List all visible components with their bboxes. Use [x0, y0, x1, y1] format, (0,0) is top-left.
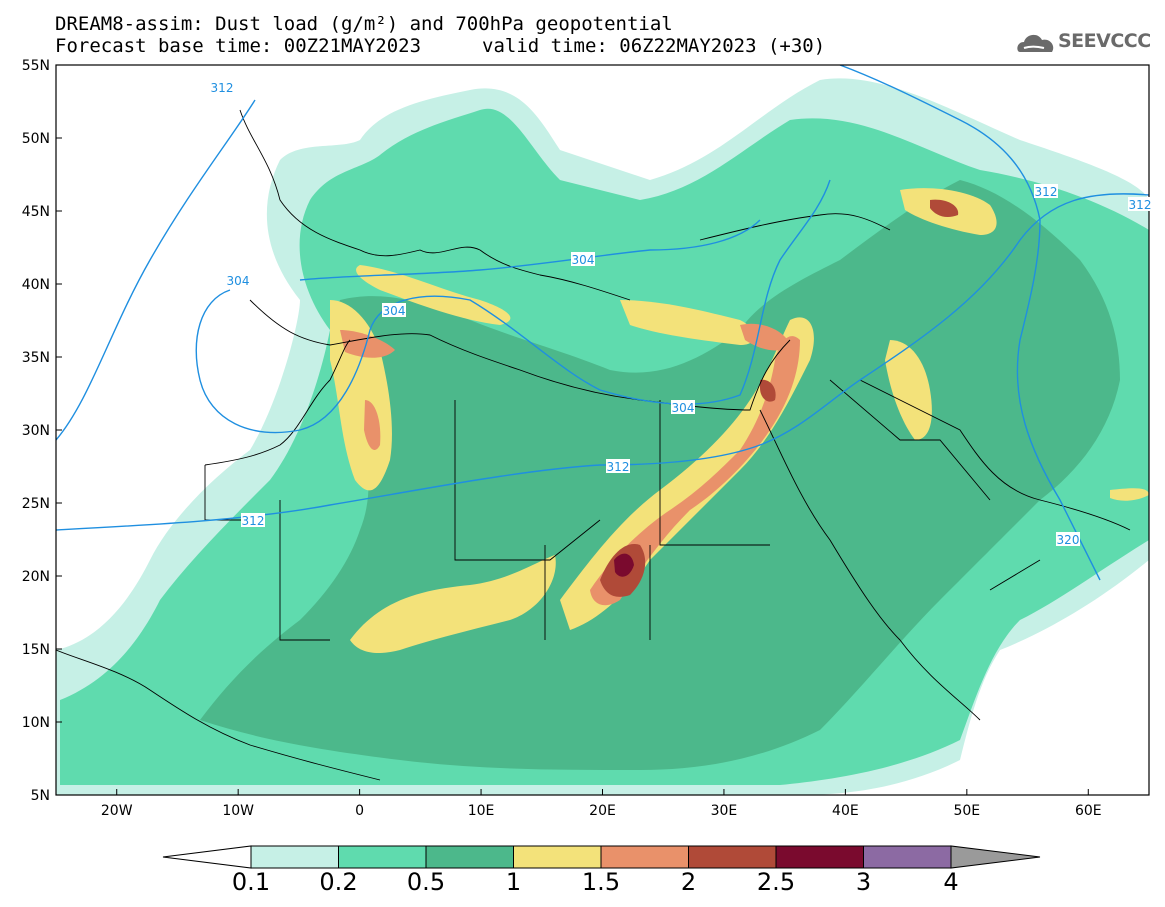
- lon-label: 30E: [711, 803, 738, 819]
- contour-label-bg: [1034, 184, 1058, 198]
- lon-label: 20W: [101, 803, 133, 819]
- lat-label: 50N: [22, 131, 50, 147]
- colorbar-min-arrow: [162, 845, 252, 869]
- colorbar-swatch: [338, 845, 427, 869]
- contour-label: 312: [242, 514, 265, 528]
- map-title: DREAM8-assim: Dust load (g/m²) and 700hP…: [55, 13, 673, 35]
- lat-label: 55N: [22, 58, 50, 74]
- colorbar-swatch: [425, 845, 514, 869]
- contour-label-bg: [226, 273, 250, 287]
- dust-band-1.5b: [340, 330, 395, 358]
- dust-band-2.5: [614, 553, 634, 577]
- colorbar-swatch: [863, 845, 952, 869]
- contour-labels: 312 312 304 304 304 304 312 312 320 312: [210, 80, 1152, 547]
- contour-label-bg: [1128, 197, 1152, 211]
- contour-label: 304: [227, 274, 250, 288]
- colorbar-label: 3: [855, 868, 872, 896]
- lat-label: 30N: [22, 423, 50, 439]
- lat-label: 40N: [22, 277, 50, 293]
- colorbar-swatch: [688, 845, 777, 869]
- contour-label: 312: [1129, 198, 1152, 212]
- lat-label: 45N: [22, 204, 50, 220]
- colorbar-label: 2: [680, 868, 697, 896]
- colorbar-swatch: [513, 845, 602, 869]
- lon-label: 10E: [468, 803, 495, 819]
- lat-label: 25N: [22, 496, 50, 512]
- lon-label: 50E: [953, 803, 980, 819]
- colorbar-max-arrow: [950, 845, 1041, 869]
- lat-axis: 55N 50N 45N 40N 35N 30N 25N 20N 15N 10N 5N: [22, 58, 62, 804]
- colorbar-label: 2.5: [756, 868, 796, 896]
- lon-label: 20E: [589, 803, 616, 819]
- dust-band-2c: [760, 379, 776, 402]
- geopotential-contours: [56, 65, 1149, 581]
- lat-label: 20N: [22, 569, 50, 585]
- contour-label-bg: [571, 252, 595, 266]
- lon-label: 40E: [832, 803, 859, 819]
- colorbar-swatch: [600, 845, 689, 869]
- contour-label-bg: [1056, 532, 1080, 546]
- lat-label: 15N: [22, 642, 50, 658]
- lon-axis: 20W 10W 0 10E 20E 30E 40E 50E 60E: [101, 789, 1102, 819]
- dust-band-1e: [620, 300, 755, 345]
- dust-band-1f: [885, 340, 932, 440]
- dust-band-1c: [350, 555, 556, 653]
- contour-label: 312: [211, 81, 234, 95]
- contour-label: 320: [1057, 533, 1080, 547]
- dust-band-2b: [930, 199, 959, 218]
- contour-label-bg: [382, 303, 406, 317]
- lon-label: 60E: [1075, 803, 1102, 819]
- colorbar-swatch: [250, 845, 339, 869]
- logo-text: SEEVCCC: [1058, 30, 1151, 52]
- colorbar-label: 0.1: [231, 868, 271, 896]
- lat-label: 5N: [31, 788, 50, 804]
- dust-band-1.5c: [364, 400, 381, 450]
- colorbar-label: 1: [505, 868, 522, 896]
- valid-time: valid time: 06Z22MAY2023 (+30): [482, 35, 826, 57]
- colorbar-label: 0.2: [319, 868, 358, 896]
- contour-label-bg: [241, 513, 265, 527]
- dust-band-1h: [1110, 488, 1149, 501]
- colorbar-swatch: [775, 845, 864, 869]
- contour-label: 304: [383, 304, 406, 318]
- cloud-logo-icon: [1017, 34, 1054, 52]
- dust-band-1.5d: [740, 323, 790, 351]
- contour-label-bg: [606, 459, 630, 473]
- contour-label-bg: [671, 400, 695, 414]
- contour-label: 312: [607, 460, 630, 474]
- dust-band-1.5: [590, 336, 800, 606]
- lon-label: 10W: [222, 803, 254, 819]
- dust-band-1b: [356, 265, 511, 325]
- contour-label: 304: [572, 253, 595, 267]
- colorbar-label: 4: [943, 868, 959, 896]
- contour-label: 304: [672, 401, 695, 415]
- coastlines: [56, 109, 1131, 781]
- lat-label: 10N: [22, 715, 50, 731]
- contour-label: 312: [1035, 185, 1058, 199]
- lon-label: 0: [355, 803, 364, 819]
- contour-label-bg: [210, 80, 234, 94]
- forecast-base-time: Forecast base time: 00Z21MAY2023: [55, 35, 422, 57]
- colorbar: [162, 845, 1041, 869]
- colorbar-label: 0.5: [406, 868, 446, 896]
- lat-label: 35N: [22, 350, 50, 366]
- colorbar-label: 1.5: [581, 868, 621, 896]
